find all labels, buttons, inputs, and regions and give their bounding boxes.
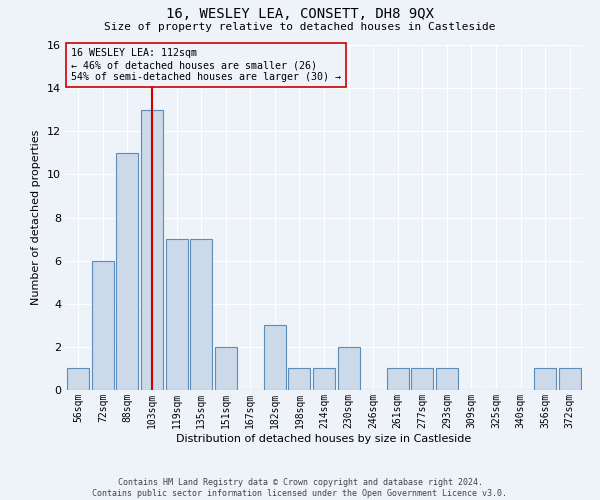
Bar bbox=[116, 153, 139, 390]
Bar bbox=[559, 368, 581, 390]
Bar bbox=[289, 368, 310, 390]
Y-axis label: Number of detached properties: Number of detached properties bbox=[31, 130, 41, 305]
Bar bbox=[92, 260, 114, 390]
Text: Contains HM Land Registry data © Crown copyright and database right 2024.
Contai: Contains HM Land Registry data © Crown c… bbox=[92, 478, 508, 498]
Bar bbox=[436, 368, 458, 390]
Bar bbox=[264, 326, 286, 390]
Bar bbox=[411, 368, 433, 390]
Bar bbox=[141, 110, 163, 390]
X-axis label: Distribution of detached houses by size in Castleside: Distribution of detached houses by size … bbox=[176, 434, 472, 444]
Bar bbox=[190, 239, 212, 390]
Text: 16, WESLEY LEA, CONSETT, DH8 9QX: 16, WESLEY LEA, CONSETT, DH8 9QX bbox=[166, 8, 434, 22]
Bar bbox=[215, 347, 237, 390]
Bar bbox=[67, 368, 89, 390]
Bar bbox=[338, 347, 359, 390]
Bar bbox=[166, 239, 188, 390]
Text: 16 WESLEY LEA: 112sqm
← 46% of detached houses are smaller (26)
54% of semi-deta: 16 WESLEY LEA: 112sqm ← 46% of detached … bbox=[71, 48, 341, 82]
Bar bbox=[313, 368, 335, 390]
Bar bbox=[534, 368, 556, 390]
Bar bbox=[386, 368, 409, 390]
Text: Size of property relative to detached houses in Castleside: Size of property relative to detached ho… bbox=[104, 22, 496, 32]
